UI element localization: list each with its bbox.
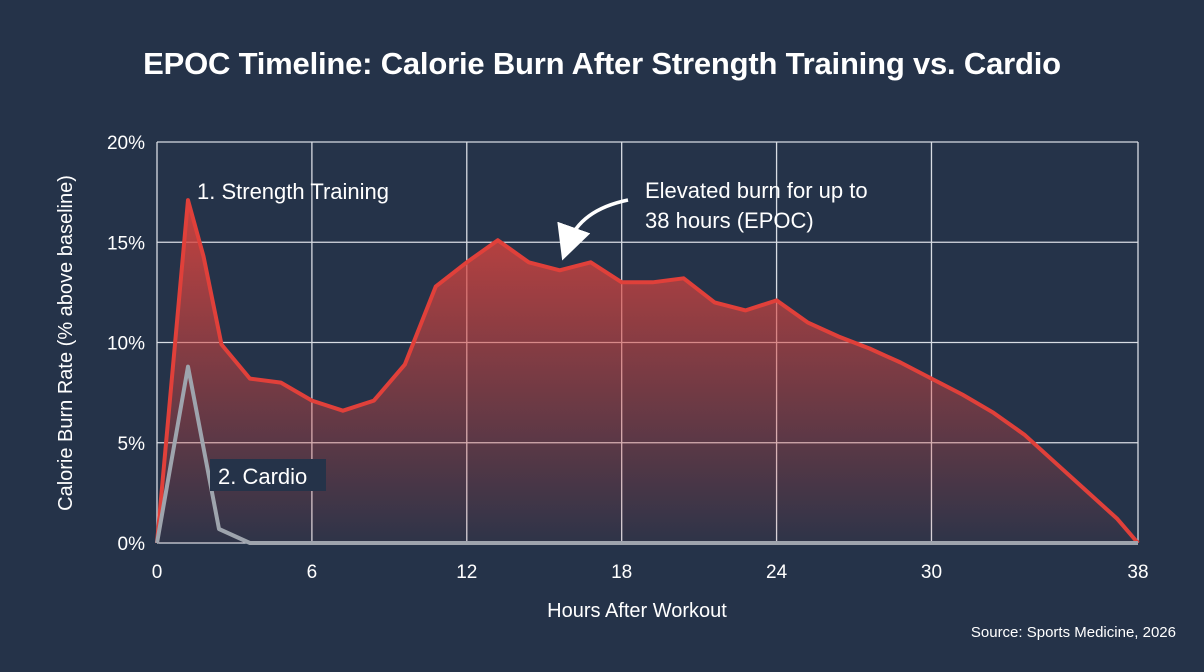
chart-title: EPOC Timeline: Calorie Burn After Streng…	[143, 46, 1061, 81]
annotation-line-2: 38 hours (EPOC)	[645, 208, 814, 233]
y-axis-label: Calorie Burn Rate (% above baseline)	[55, 175, 77, 511]
y-tick-label: 15%	[107, 233, 145, 254]
y-tick-label: 10%	[107, 334, 145, 355]
source-note: Source: Sports Medicine, 2026	[970, 624, 1176, 641]
strength-line	[155, 198, 1140, 545]
annotation-arrow	[557, 198, 629, 261]
annotation-line-1: Elevated burn for up to	[645, 178, 868, 203]
x-tick-label: 24	[766, 562, 788, 583]
x-tick-label: 18	[611, 562, 632, 583]
x-tick-label: 30	[921, 562, 942, 583]
x-tick-label: 0	[152, 562, 163, 583]
area-layer	[157, 200, 1138, 543]
y-tick-label: 20%	[107, 133, 145, 154]
y-tick-label: 0%	[118, 534, 146, 555]
line-layer	[155, 198, 1140, 545]
y-tick-label: 5%	[118, 434, 146, 455]
x-tick-label: 12	[456, 562, 477, 583]
tick-labels: 0% 5% 10% 15% 20% 0 6 12 18 24 30 38	[107, 133, 1149, 583]
strength-area	[157, 200, 1138, 543]
x-tick-label: 38	[1127, 562, 1148, 583]
cardio-line	[155, 364, 1138, 545]
x-axis-label: Hours After Workout	[547, 600, 727, 622]
cardio-label-box	[210, 459, 326, 491]
cardio-series-label: 2. Cardio	[218, 464, 307, 489]
strength-series-label: 1. Strength Training	[197, 179, 389, 204]
x-tick-label: 6	[307, 562, 318, 583]
